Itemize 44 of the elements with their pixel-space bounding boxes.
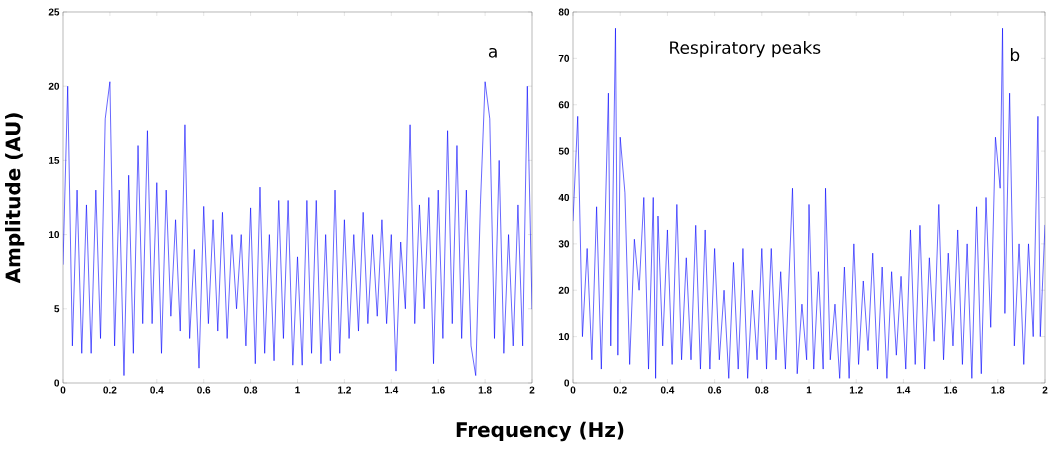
x-tick-label: 0	[60, 386, 66, 394]
y-tick-label: 0	[54, 379, 60, 387]
y-tick-label: 60	[558, 101, 570, 109]
y-tick-label: 0	[564, 379, 570, 387]
annotation: Respiratory peaks	[670, 40, 821, 58]
y-tick-label: 20	[48, 82, 60, 90]
x-tick-label: 0.8	[244, 386, 258, 394]
y-tick-label: 15	[49, 156, 60, 164]
y-tick-label: 25	[48, 8, 60, 16]
line-series	[573, 27, 1046, 379]
y-tick-label: 30	[558, 240, 570, 248]
y-tick-label: 40	[558, 193, 570, 202]
x-tick-label: 1	[295, 386, 300, 394]
x-tick-label: 0.2	[613, 386, 627, 394]
x-tick-label: 1	[806, 386, 812, 394]
x-tick-label: 0.6	[197, 386, 211, 394]
y-axis-title: Amplitude (AU)	[5, 113, 25, 284]
x-axis-title: Frequency (Hz)	[456, 421, 624, 442]
x-tick-label: 0.2	[103, 386, 117, 394]
line-series	[63, 81, 532, 376]
x-tick-label: 2	[529, 386, 535, 394]
x-tick-label: 1.8	[991, 386, 1005, 394]
x-tick-label: 1.2	[849, 386, 863, 394]
x-tick-label: 0.4	[660, 386, 675, 394]
y-tick-label: 20	[558, 286, 570, 294]
y-tick-label: 5	[54, 305, 60, 313]
y-tick-label: 10	[49, 231, 60, 239]
y-tick-label: 70	[558, 54, 570, 62]
x-tick-label: 0.8	[755, 386, 769, 394]
x-tick-label: 1.6	[944, 386, 958, 394]
y-tick-label: 80	[558, 8, 570, 16]
x-tick-label: 1.6	[431, 386, 445, 394]
x-tick-label: 0	[570, 386, 576, 394]
y-tick-label: 10	[559, 333, 570, 341]
x-tick-label: 1.2	[338, 386, 351, 394]
x-tick-label: 1.8	[478, 386, 492, 394]
x-tick-label: 2	[1042, 386, 1048, 394]
y-tick-label: 50	[558, 147, 570, 155]
x-tick-label: 1.4	[385, 386, 399, 394]
x-tick-label: 0.4	[150, 386, 164, 394]
annotation: a	[488, 47, 497, 58]
x-tick-label: 0.6	[708, 386, 722, 394]
annotation: b	[1010, 48, 1020, 62]
x-tick-label: 1.4	[897, 386, 911, 394]
